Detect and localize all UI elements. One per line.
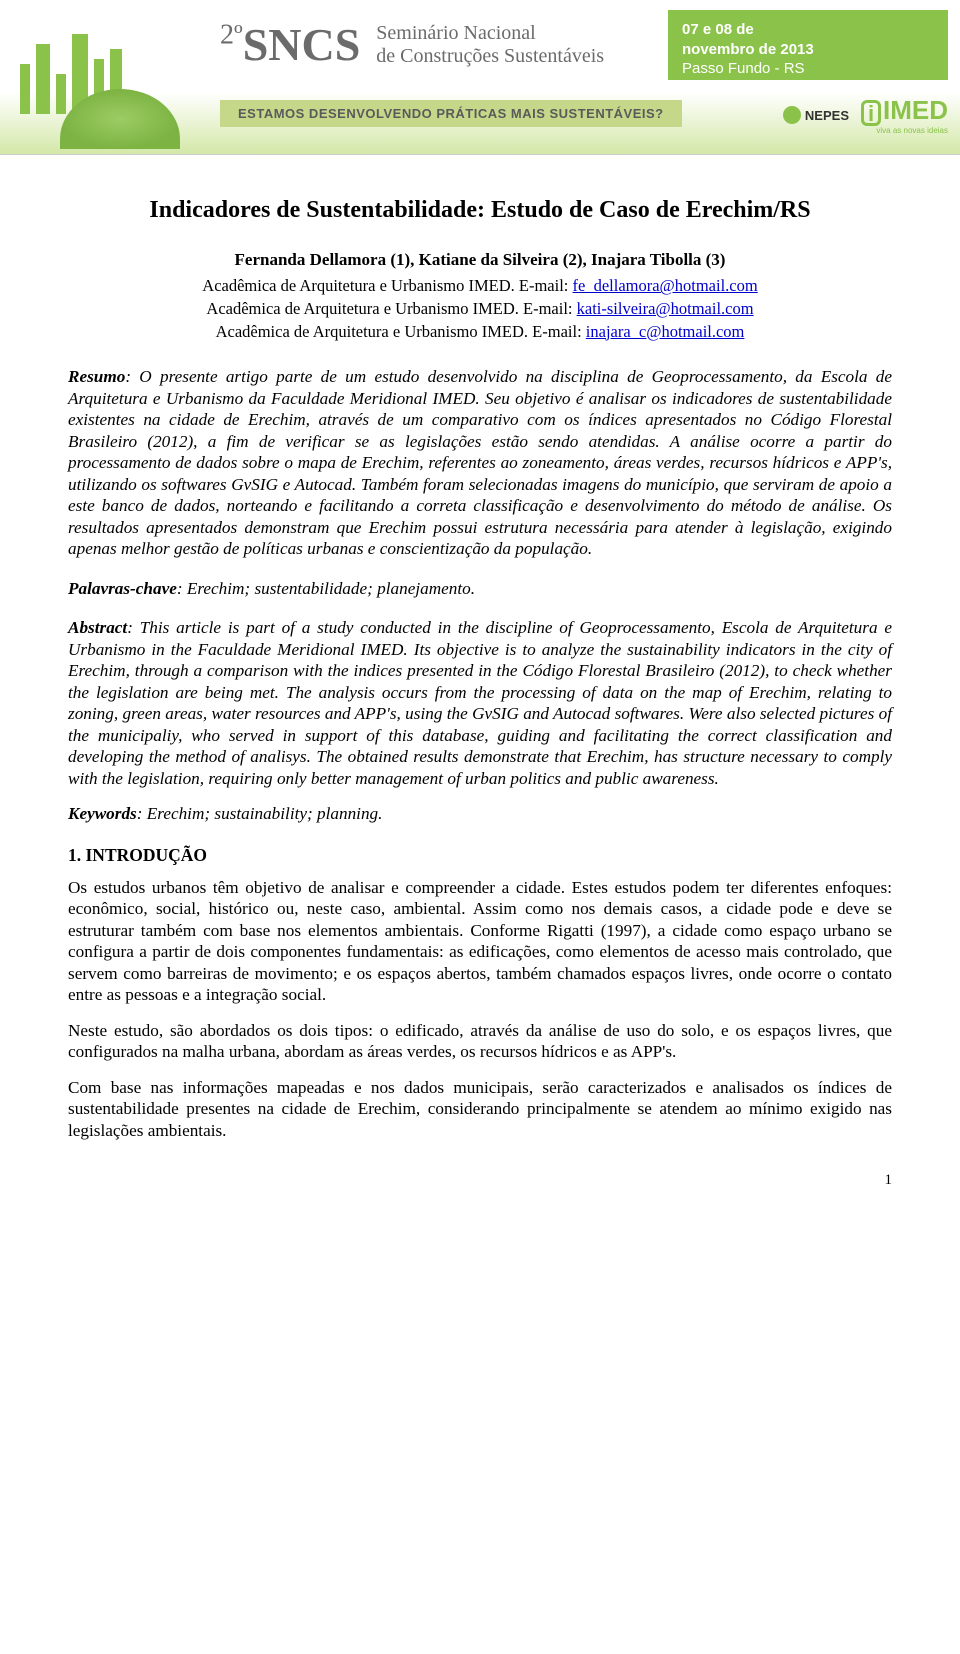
event-short-logo: 2ºSNCS [220,18,360,71]
section-1-heading: 1. INTRODUÇÃO [68,845,892,867]
affiliation-3: Acadêmica de Arquitetura e Urbanismo IME… [68,322,892,343]
keywords-line: Keywords: Erechim; sustainability; plann… [68,803,892,825]
event-location: Passo Fundo - RS [682,59,934,79]
palavras-body: : Erechim; sustentabilidade; planejament… [177,579,475,598]
affil3-text: Acadêmica de Arquitetura e Urbanismo IME… [216,322,586,341]
event-full-line1: Seminário Nacional [376,22,535,44]
event-date-box: 07 e 08 de novembro de 2013 Passo Fundo … [668,10,948,80]
nepes-logo: NEPES [783,106,849,124]
imed-text: IMED [883,95,948,125]
abstract-label: Abstract [68,618,127,637]
page-number: 1 [68,1171,892,1190]
event-banner: 2ºSNCS Seminário Nacional de Construções… [0,0,960,155]
resumo-body: : O presente artigo parte de um estudo d… [68,367,892,558]
sponsor-logos: NEPES IMED viva as novas ideias [783,95,948,135]
affil2-email-link[interactable]: kati-silveira@hotmail.com [577,299,754,318]
abstract-block: Abstract: This article is part of a stud… [68,617,892,789]
paper-authors: Fernanda Dellamora (1), Katiane da Silve… [68,249,892,270]
paper-title: Indicadores de Sustentabilidade: Estudo … [68,195,892,225]
nepes-text: NEPES [805,108,849,123]
abstract-body: : This article is part of a study conduc… [68,618,892,788]
intro-paragraph-2: Neste estudo, são abordados os dois tipo… [68,1020,892,1063]
event-acronym: SNCS [243,19,361,70]
intro-paragraph-3: Com base nas informações mapeadas e nos … [68,1077,892,1142]
palavras-chave-line: Palavras-chave: Erechim; sustentabilidad… [68,578,892,600]
affil3-email-link[interactable]: inajara_c@hotmail.com [586,322,745,341]
event-ordinal: 2º [220,20,243,51]
affiliation-1: Acadêmica de Arquitetura e Urbanismo IME… [68,276,892,297]
affiliation-2: Acadêmica de Arquitetura e Urbanismo IME… [68,299,892,320]
intro-paragraph-1: Os estudos urbanos têm objetivo de anali… [68,877,892,1006]
event-date-line1: 07 e 08 de [682,20,934,40]
banner-illustration [0,0,210,154]
imed-logo: IMED viva as novas ideias [861,95,948,135]
imed-tagline: viva as novas ideias [861,126,948,135]
affil1-text: Acadêmica de Arquitetura e Urbanismo IME… [202,276,572,295]
keywords-body: : Erechim; sustainability; planning. [137,804,383,823]
nepes-badge-icon [783,106,801,124]
resumo-label: Resumo [68,367,125,386]
affil2-text: Acadêmica de Arquitetura e Urbanismo IME… [206,299,576,318]
paper-page: Indicadores de Sustentabilidade: Estudo … [0,155,960,1230]
resumo-block: Resumo: O presente artigo parte de um es… [68,366,892,560]
event-title-block: 2ºSNCS Seminário Nacional de Construções… [220,18,604,71]
affil1-email-link[interactable]: fe_dellamora@hotmail.com [573,276,758,295]
palavras-label: Palavras-chave [68,579,177,598]
imed-i-icon [861,100,881,126]
event-date-line2: novembro de 2013 [682,40,934,60]
event-full-line2: de Construções Sustentáveis [376,45,604,67]
banner-strapline: ESTAMOS DESENVOLVENDO PRÁTICAS MAIS SUST… [220,100,682,127]
event-full-name: Seminário Nacional de Construções Susten… [376,22,604,68]
keywords-label: Keywords [68,804,137,823]
